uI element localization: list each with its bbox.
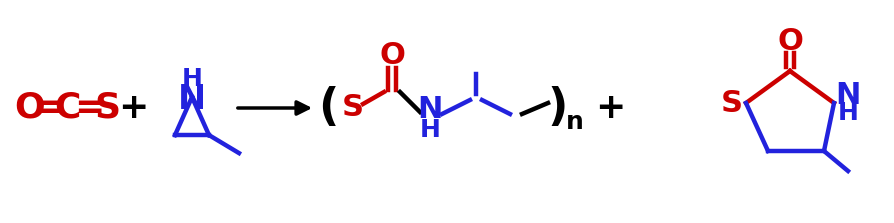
Text: N: N — [178, 83, 206, 116]
Text: N: N — [834, 81, 860, 109]
Text: H: H — [181, 67, 202, 91]
Text: O: O — [14, 91, 45, 125]
Text: O: O — [776, 27, 802, 56]
Text: S: S — [342, 93, 364, 122]
Text: ): ) — [547, 87, 568, 130]
Text: N: N — [417, 95, 443, 124]
Text: H: H — [419, 118, 440, 142]
Text: (: ( — [317, 87, 338, 130]
Text: n: n — [565, 110, 583, 134]
Text: C: C — [54, 91, 80, 125]
Text: O: O — [379, 41, 404, 70]
Text: =: = — [74, 91, 105, 125]
Text: +: + — [595, 91, 625, 125]
Text: S: S — [721, 89, 742, 118]
Text: S: S — [94, 91, 120, 125]
Text: =: = — [34, 91, 64, 125]
Text: H: H — [837, 101, 857, 125]
Text: +: + — [118, 91, 148, 125]
